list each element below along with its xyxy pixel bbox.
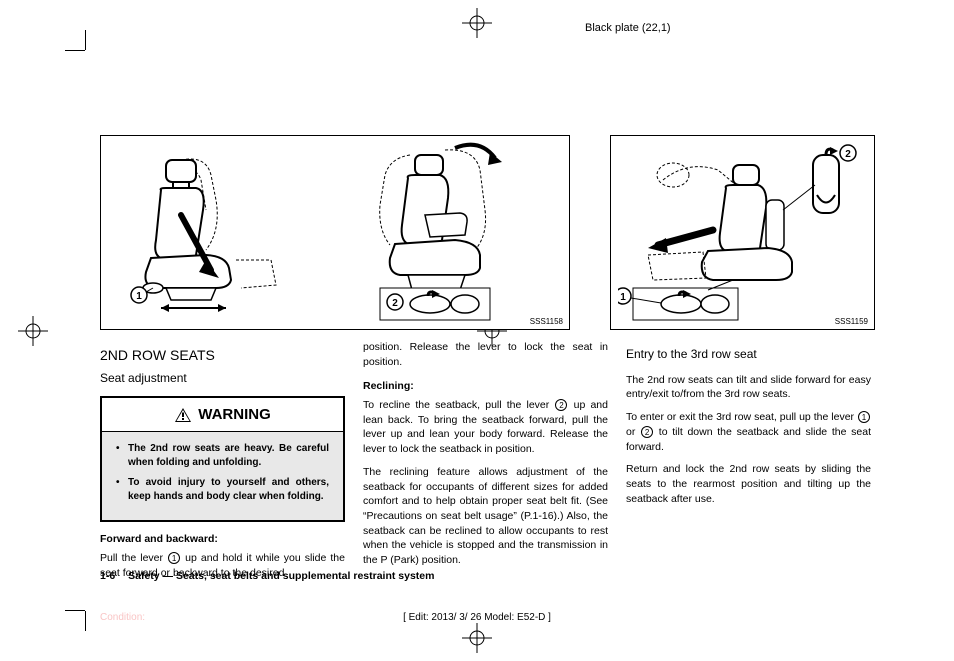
body-text: The 2nd row seats can tilt and slide for… [626, 373, 871, 402]
subsection-heading: Seat adjustment [100, 370, 345, 387]
crop-mark [65, 610, 85, 611]
svg-text:2: 2 [392, 298, 398, 309]
body-text: The reclining feature allows adjustment … [363, 465, 608, 568]
plate-label: Black plate (22,1) [585, 22, 671, 34]
svg-text:1: 1 [620, 292, 626, 303]
body-text: position. Release the lever to lock the … [363, 340, 608, 369]
page-footer: 1-6 Safety — Seats, seat belts and suppl… [100, 570, 434, 582]
warning-label: WARNING [198, 404, 271, 425]
column-2: position. Release the lever to lock the … [363, 340, 608, 588]
figure-caption: SSS1158 [530, 317, 563, 326]
body-text: Return and lock the 2nd row seats by sli… [626, 462, 871, 506]
edit-info: [ Edit: 2013/ 3/ 26 Model: E52-D ] [0, 612, 954, 623]
warning-item: The 2nd row seats are heavy. Be careful … [116, 442, 329, 470]
registration-mark-left [18, 316, 48, 346]
warning-icon [174, 407, 192, 423]
figure-right: 2 1 SSS1159 [610, 135, 875, 330]
registration-mark-bottom [462, 623, 492, 653]
seat-diagram-1: 1 [111, 140, 311, 325]
svg-text:2: 2 [845, 149, 851, 160]
column-1: 2ND ROW SEATS Seat adjustment WARNING Th… [100, 340, 345, 588]
page-content: 1 [100, 135, 875, 588]
section-title: Safety — Seats, seat belts and supplemen… [128, 570, 434, 582]
circled-number-2: 2 [641, 426, 653, 438]
crop-mark [65, 50, 85, 51]
circled-number-1: 1 [858, 411, 870, 423]
column-3: Entry to the 3rd row seat The 2nd row se… [626, 340, 871, 588]
registration-mark-top [462, 8, 492, 38]
paragraph-heading: Forward and backward: [100, 532, 345, 547]
seat-diagram-3: 2 1 [618, 140, 868, 325]
figure-row: 1 [100, 135, 875, 330]
warning-body: The 2nd row seats are heavy. Be careful … [102, 432, 343, 520]
circled-number-1: 1 [168, 552, 180, 564]
figure-caption: SSS1159 [835, 317, 868, 326]
seat-diagram-2: 2 [330, 140, 560, 325]
warning-header: WARNING [102, 398, 343, 432]
subsection-heading: Entry to the 3rd row seat [626, 346, 871, 363]
crop-mark [85, 30, 86, 50]
text-columns: 2ND ROW SEATS Seat adjustment WARNING Th… [100, 340, 875, 588]
warning-item: To avoid injury to yourself and others, … [116, 476, 329, 504]
svg-text:1: 1 [136, 291, 142, 302]
body-text: To enter or exit the 3rd row seat, pull … [626, 410, 871, 454]
page-number: 1-6 [100, 570, 115, 582]
circled-number-2: 2 [555, 399, 567, 411]
paragraph-heading: Reclining: [363, 379, 608, 394]
section-heading: 2ND ROW SEATS [100, 346, 345, 366]
warning-box: WARNING The 2nd row seats are heavy. Be … [100, 396, 345, 522]
figure-left: 1 [100, 135, 570, 330]
body-text: To recline the seatback, pull the lever … [363, 398, 608, 457]
